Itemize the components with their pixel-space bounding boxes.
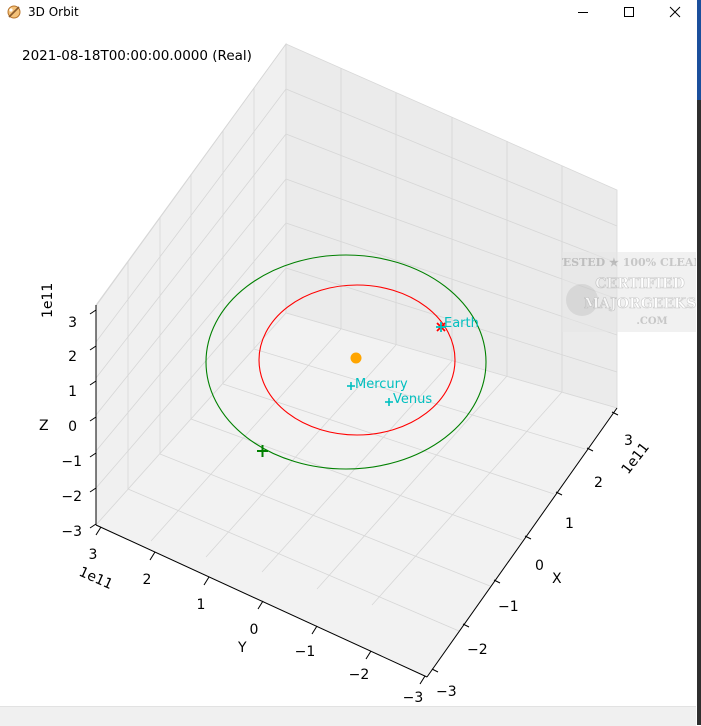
status-bar bbox=[0, 706, 696, 726]
close-button[interactable] bbox=[652, 0, 698, 24]
z-tick-label: 3 bbox=[68, 315, 77, 331]
z-tick-label: −1 bbox=[61, 454, 82, 470]
z-axis-label: Z bbox=[39, 418, 49, 434]
y-tick-label: −3 bbox=[403, 690, 424, 706]
majorgeeks-watermark: TESTED ★ 100% CLEAN CERTIFIED MAJORGEEKS… bbox=[555, 252, 701, 332]
y-tick-label: −1 bbox=[295, 644, 316, 660]
z-axis-ticks bbox=[89, 309, 97, 529]
mercury-label: Mercury bbox=[355, 377, 408, 392]
x-tick-label: −1 bbox=[498, 599, 519, 615]
watermark-line-2: CERTIFIED bbox=[595, 276, 684, 292]
x-axis-label: X bbox=[552, 571, 562, 587]
z-tick-labels: 3 2 1 0 −1 −2 −3 bbox=[61, 315, 82, 540]
y-tick-label: 2 bbox=[143, 572, 152, 588]
outer-body-marker bbox=[257, 445, 268, 457]
watermark-line-1: TESTED ★ 100% CLEAN bbox=[562, 256, 696, 269]
maximize-icon bbox=[624, 7, 634, 17]
sun-marker bbox=[350, 352, 362, 364]
y-tick-label: 0 bbox=[250, 622, 259, 638]
y-tick-label: 3 bbox=[89, 547, 98, 563]
x-tick-label: 2 bbox=[594, 475, 603, 491]
y-tick-labels: 3 2 1 0 −1 −2 −3 bbox=[89, 547, 424, 706]
minimize-icon bbox=[578, 12, 588, 13]
grid-lines bbox=[95, 43, 618, 632]
venus-marker bbox=[385, 398, 393, 406]
minimize-button[interactable] bbox=[560, 0, 606, 24]
y-axis-ticks bbox=[95, 526, 426, 685]
window-edge-accent bbox=[697, 0, 701, 100]
x-tick-label: 3 bbox=[624, 433, 633, 449]
z-offset-label: 1e11 bbox=[40, 283, 56, 318]
watermark-line-4: .COM bbox=[636, 316, 667, 327]
close-icon bbox=[669, 6, 681, 18]
y-tick-label: 1 bbox=[197, 597, 206, 613]
x-tick-label: 1 bbox=[565, 516, 574, 532]
y-axis-label: Y bbox=[237, 640, 247, 656]
maximize-button[interactable] bbox=[606, 0, 652, 24]
z-tick-label: 0 bbox=[68, 419, 77, 435]
y-tick-label: −2 bbox=[349, 667, 370, 683]
outer-orbit bbox=[205, 254, 487, 470]
z-tick-label: −3 bbox=[61, 524, 82, 540]
x-tick-label: 0 bbox=[535, 558, 544, 574]
window-edge-shadow bbox=[697, 100, 701, 725]
orbit-app-icon bbox=[7, 5, 21, 19]
earth-label: Earth bbox=[444, 316, 479, 331]
x-tick-label: −3 bbox=[436, 684, 457, 700]
x-axis-ticks bbox=[431, 411, 619, 673]
earth-marker bbox=[436, 322, 446, 332]
title-bar[interactable]: 3D Orbit bbox=[0, 0, 696, 24]
orbit-3d-plot[interactable]: 3 2 1 0 −1 −2 −3 Z 1e11 3 2 1 0 −1 −2 −3… bbox=[0, 24, 696, 706]
watermark-line-3: MAJORGEEKS bbox=[584, 296, 696, 312]
x-tick-label: −2 bbox=[467, 642, 488, 658]
x-tick-labels: 3 2 1 0 −1 −2 −3 bbox=[436, 433, 633, 700]
window-title: 3D Orbit bbox=[28, 5, 79, 19]
simulation-timestamp: 2021-08-18T00:00:00.0000 (Real) bbox=[22, 48, 252, 64]
z-tick-label: 1 bbox=[68, 384, 77, 400]
y-offset-label: 1e11 bbox=[76, 564, 115, 593]
z-tick-label: −2 bbox=[61, 489, 82, 505]
mercury-marker bbox=[347, 382, 355, 390]
inner-orbit bbox=[258, 284, 456, 436]
plot-canvas[interactable]: 3 2 1 0 −1 −2 −3 Z 1e11 3 2 1 0 −1 −2 −3… bbox=[0, 24, 701, 706]
venus-label: Venus bbox=[393, 392, 432, 407]
z-tick-label: 2 bbox=[68, 349, 77, 365]
